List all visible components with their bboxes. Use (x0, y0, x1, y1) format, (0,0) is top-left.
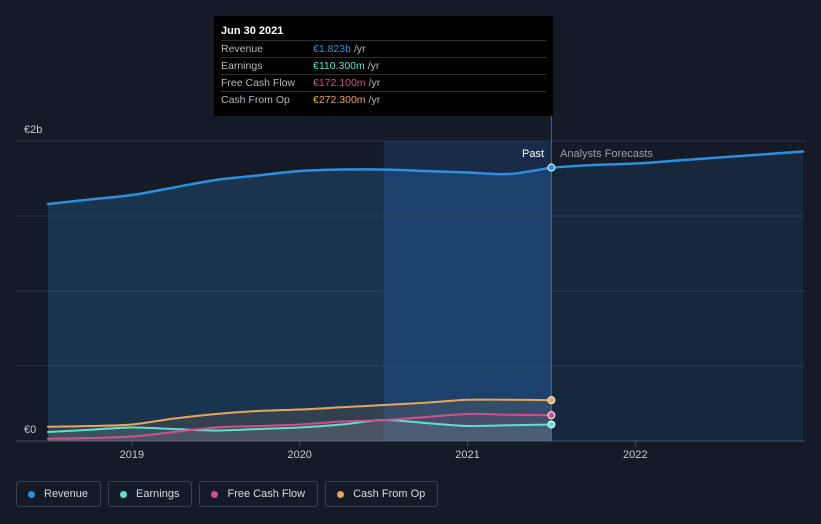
tooltip-label: Revenue (221, 43, 264, 55)
legend-item-free-cash-flow[interactable]: Free Cash Flow (199, 481, 319, 507)
tooltip-value: €172.100m (313, 77, 366, 89)
revenue-forecast-area (551, 151, 804, 441)
tooltip-label: Earnings (221, 60, 263, 72)
legend-dot-icon (211, 490, 219, 498)
tooltip-label: Free Cash Flow (221, 77, 296, 89)
revenue-area (48, 167, 552, 441)
tooltip-date: Jun 30 2021 (221, 25, 284, 37)
revenue-point (547, 163, 556, 172)
legend-label: Earnings (136, 488, 180, 500)
legend-item-earnings[interactable]: Earnings (108, 481, 193, 507)
legend-dot-icon (120, 490, 128, 498)
tooltip-label: Cash From Op (221, 94, 290, 106)
series-lines (46, 150, 805, 440)
tooltip-row-revenue: Revenue €1.823b /yr (221, 40, 546, 57)
revenue-forecast-line (550, 150, 805, 169)
legend-item-revenue[interactable]: Revenue (16, 481, 102, 507)
cash-from-op-line (47, 398, 553, 428)
tooltip-value: €272.300m (313, 94, 366, 106)
x-tick-label: 2021 (455, 449, 479, 461)
legend-item-cash-from-op[interactable]: Cash From Op (325, 481, 439, 507)
y-tick-label: €0 (24, 424, 36, 436)
series-areas (48, 151, 804, 441)
tooltip-row-cash-from-op: Cash From Op €272.300m /yr (221, 91, 546, 108)
tooltip-row-free-cash-flow: Free Cash Flow €172.100m /yr (221, 74, 546, 91)
tooltip-unit: /yr (353, 43, 366, 55)
legend-label: Free Cash Flow (227, 488, 306, 500)
earnings-point (547, 420, 556, 429)
tooltip-unit: /yr (368, 94, 381, 106)
legend-label: Cash From Op (353, 488, 426, 500)
earnings-line (47, 418, 553, 433)
tooltip-value: €1.823b (313, 43, 351, 55)
y-tick-label: €2b (24, 124, 42, 136)
earnings-area (48, 419, 552, 441)
tooltip-unit: /yr (367, 60, 380, 72)
gridlines (16, 140, 805, 442)
free-cash-flow-line (47, 412, 553, 440)
legend: Revenue Earnings Free Cash Flow Cash Fro… (16, 481, 439, 509)
series-end-points (547, 163, 556, 429)
cash-from-op-point (547, 396, 556, 405)
x-tick-label: 2019 (120, 449, 144, 461)
revenue-line (46, 166, 553, 206)
tooltip: Jun 30 2021 Revenue €1.823b /yr Earnings… (214, 16, 553, 116)
tooltip-row-earnings: Earnings €110.300m /yr (221, 57, 546, 74)
free-cash-flow-point (547, 411, 556, 420)
legend-dot-icon (337, 490, 345, 498)
tooltip-value: €110.300m (313, 60, 365, 72)
x-tick-label: 2020 (287, 449, 311, 461)
cash-from-op-area (48, 399, 552, 441)
legend-dot-icon (28, 490, 35, 498)
tooltip-unit: /yr (368, 77, 381, 89)
x-tick-label: 2022 (623, 449, 647, 461)
past-label: Past (522, 148, 544, 160)
forecast-label: Analysts Forecasts (560, 148, 653, 160)
axis-ticks: 2019 2020 2021 2022 €0 €2b (24, 124, 648, 461)
legend-label: Revenue (44, 488, 89, 500)
